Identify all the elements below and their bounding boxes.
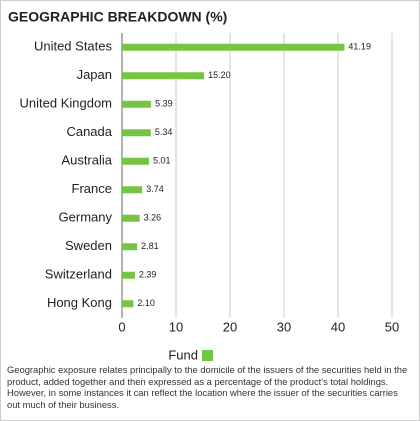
value-label: 5.39 [155, 99, 173, 109]
value-label: 2.10 [137, 298, 155, 308]
bar [122, 100, 152, 108]
x-tick-label: 30 [277, 319, 291, 334]
x-tick-label: 0 [118, 319, 125, 334]
value-label: 5.34 [155, 127, 173, 137]
y-tick-label: Sweden [65, 238, 112, 253]
y-tick-label: Canada [66, 124, 112, 139]
y-tick-label: United Kingdom [20, 96, 113, 111]
legend-swatch [202, 350, 213, 361]
value-label: 2.81 [141, 241, 159, 251]
value-label: 5.01 [153, 156, 171, 166]
bar [122, 43, 345, 51]
y-tick-label: Germany [59, 210, 113, 225]
value-label: 3.26 [144, 213, 162, 223]
value-label: 41.19 [348, 42, 371, 52]
value-label: 2.39 [139, 270, 157, 280]
x-tick-label: 40 [331, 319, 345, 334]
bar [122, 214, 140, 222]
y-tick-label: Australia [61, 153, 112, 168]
legend-label: Fund [168, 347, 198, 362]
bar [122, 186, 143, 194]
y-tick-label: Japan [77, 67, 112, 82]
y-tick-label: France [72, 181, 112, 196]
bar [122, 271, 135, 279]
bar [122, 157, 150, 165]
bar [122, 72, 205, 80]
x-tick-label: 20 [223, 319, 237, 334]
y-tick-label: Switzerland [45, 267, 112, 282]
x-tick-label: 50 [385, 319, 399, 334]
bar [122, 243, 138, 251]
bar [122, 300, 134, 308]
value-label: 3.74 [146, 184, 164, 194]
y-tick-label: Hong Kong [47, 295, 112, 310]
value-label: 15.20 [208, 70, 231, 80]
y-tick-label: United States [34, 39, 113, 54]
x-tick-label: 10 [169, 319, 183, 334]
footnote: Geographic exposure relates principally … [7, 364, 408, 410]
chart-title: GEOGRAPHIC BREAKDOWN (%) [8, 9, 227, 25]
bar [122, 129, 151, 137]
